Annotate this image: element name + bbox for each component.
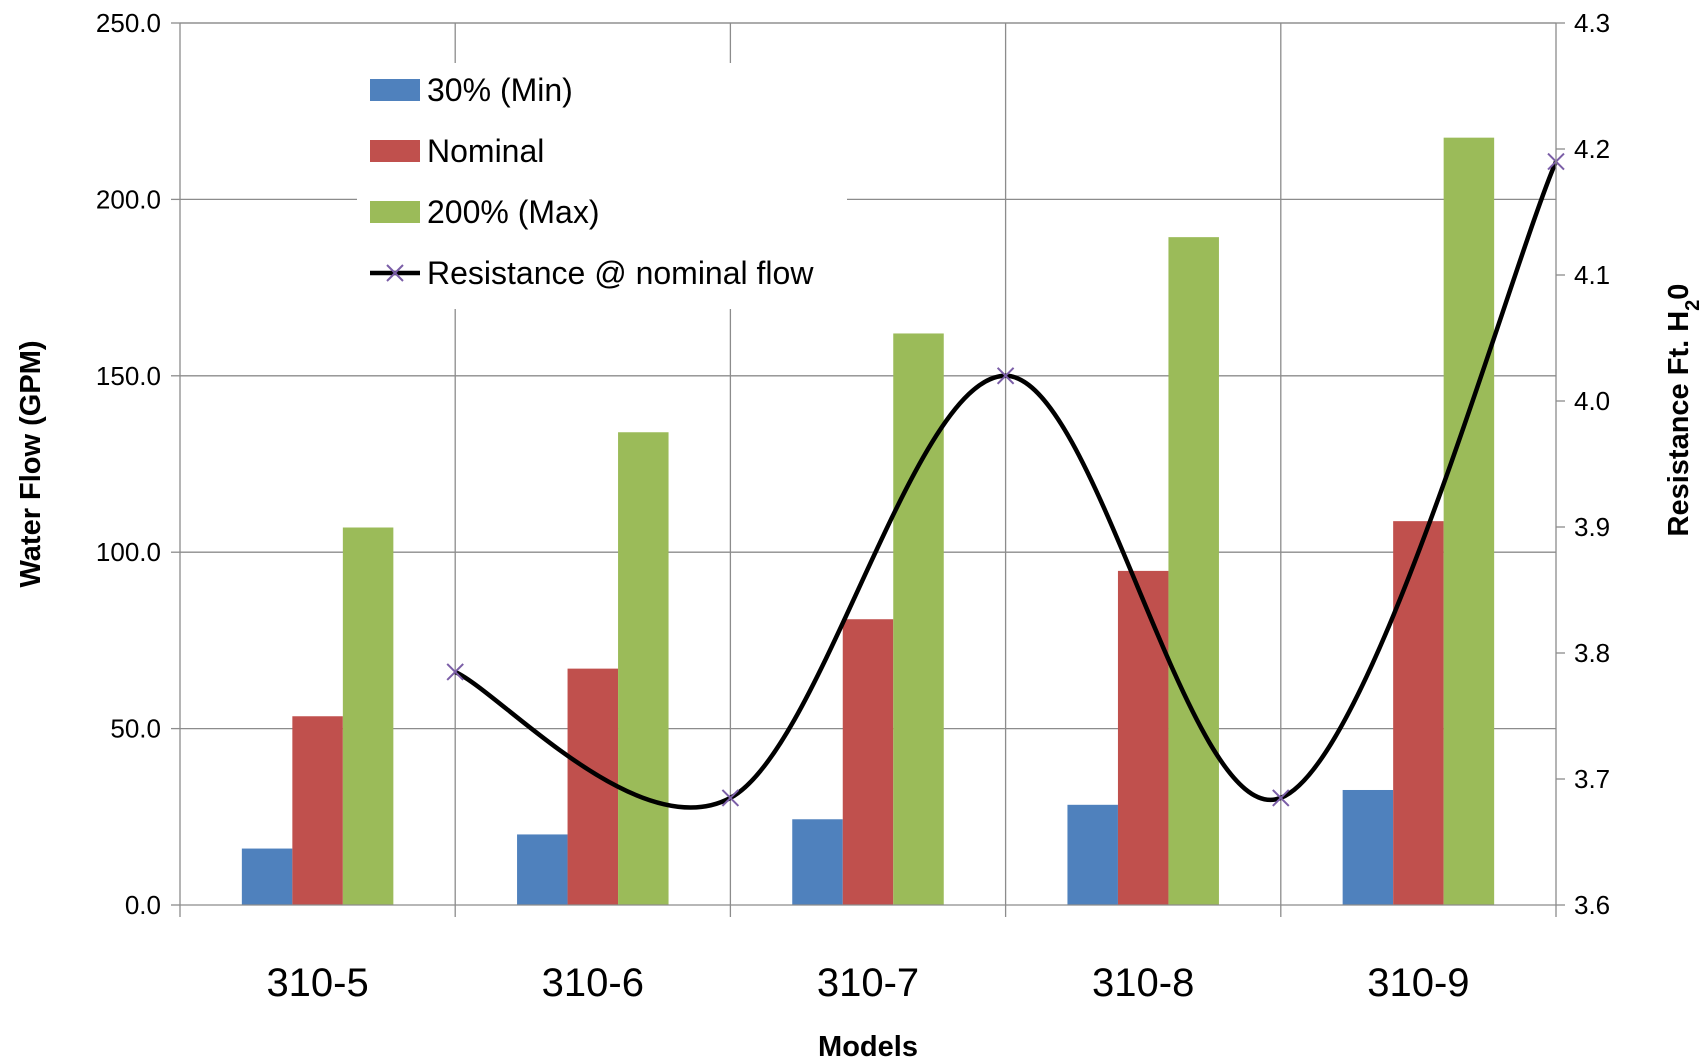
bar bbox=[342, 527, 394, 905]
legend-label: 30% (Min) bbox=[427, 72, 573, 108]
legend-marker bbox=[386, 264, 404, 282]
bar bbox=[792, 819, 843, 905]
legend-background bbox=[357, 63, 847, 309]
y2-tick-label: 3.8 bbox=[1574, 638, 1610, 668]
x-tick-label: 310-5 bbox=[266, 961, 368, 1005]
bar bbox=[1342, 789, 1394, 905]
y2-tick-label: 4.3 bbox=[1574, 8, 1610, 38]
bar bbox=[1443, 137, 1495, 905]
legend-swatch bbox=[370, 79, 420, 101]
axes: 0.0 50.0 100.0 150.0 200.0 250.0 3.6 3.7 3.8 3.9 4… bbox=[96, 8, 1610, 1005]
bar bbox=[618, 432, 669, 905]
bar bbox=[1117, 570, 1169, 905]
x-axis-title: Models bbox=[818, 1031, 918, 1061]
y2-tick-label: 4.0 bbox=[1574, 386, 1610, 416]
y-tick-label: 150.0 bbox=[96, 361, 161, 391]
legend-swatch bbox=[370, 140, 420, 162]
bar bbox=[1393, 521, 1444, 905]
bar bbox=[893, 333, 944, 905]
y2-tick-label: 4.1 bbox=[1574, 260, 1610, 290]
x-tick-label: 310-8 bbox=[1092, 961, 1194, 1005]
y2-tick-label: 3.9 bbox=[1574, 512, 1610, 542]
bar bbox=[292, 716, 343, 905]
y2-tick-label: 3.6 bbox=[1574, 890, 1610, 920]
legend-label: Nominal bbox=[427, 133, 544, 169]
bar bbox=[567, 668, 619, 905]
y-tick-label: 50.0 bbox=[110, 714, 161, 744]
line-point-marker bbox=[1272, 789, 1290, 807]
line-point-marker bbox=[446, 663, 464, 681]
legend-label: 200% (Max) bbox=[427, 194, 600, 230]
legend: 30% (Min) Nominal 200% (Max) Resistance @ n… bbox=[357, 63, 847, 309]
line-series bbox=[446, 152, 1565, 810]
bar-series bbox=[241, 137, 1495, 905]
y-tick-label: 250.0 bbox=[96, 8, 161, 38]
y-tick-label: 200.0 bbox=[96, 184, 161, 214]
y-tick-label: 0.0 bbox=[125, 890, 161, 920]
legend-label: Resistance @ nominal flow bbox=[427, 255, 814, 291]
bar bbox=[241, 848, 293, 905]
bar bbox=[1067, 804, 1118, 905]
y-tick-label: 100.0 bbox=[96, 537, 161, 567]
y2-tick-label: 4.2 bbox=[1574, 134, 1610, 164]
x-tick-label: 310-7 bbox=[817, 961, 919, 1005]
x-tick-label: 310-9 bbox=[1367, 961, 1469, 1005]
x-tick-label: 310-6 bbox=[542, 961, 644, 1005]
bar bbox=[1168, 237, 1219, 905]
line-point-marker bbox=[721, 789, 740, 807]
line-point-marker bbox=[996, 367, 1015, 385]
y2-tick-label: 3.7 bbox=[1574, 764, 1610, 794]
axis-titles: Models Water Flow (GPM) Resistance Ft. H20 bbox=[15, 284, 1701, 1061]
y-axis-title: Water Flow (GPM) bbox=[15, 340, 47, 587]
legend-swatch bbox=[370, 201, 420, 223]
resistance-line bbox=[454, 160, 1559, 810]
y2-axis-title: Resistance Ft. H20 bbox=[1663, 284, 1701, 537]
bar bbox=[842, 619, 894, 905]
bar bbox=[517, 834, 568, 905]
